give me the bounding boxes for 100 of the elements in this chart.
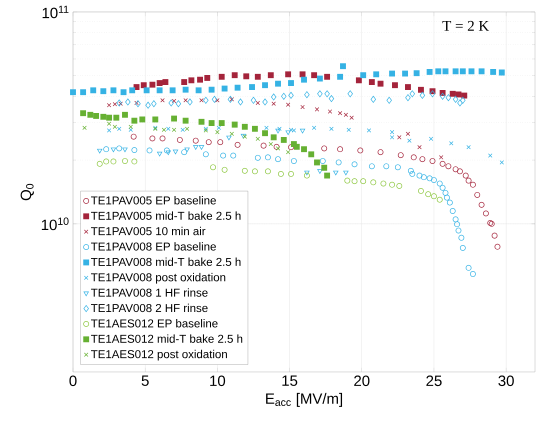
point	[110, 158, 116, 164]
point	[436, 180, 443, 186]
point	[394, 164, 401, 170]
legend-label: TE1PAV005 EP baseline	[91, 196, 216, 204]
point	[264, 168, 271, 174]
point	[300, 104, 305, 110]
point	[333, 170, 338, 176]
point	[182, 86, 189, 93]
point	[146, 148, 152, 154]
point	[366, 128, 372, 133]
point	[198, 118, 204, 125]
point	[390, 130, 394, 134]
point	[120, 89, 126, 96]
point	[180, 128, 185, 132]
point	[217, 139, 224, 146]
point	[260, 142, 267, 149]
point	[96, 160, 103, 167]
point	[151, 100, 157, 108]
point	[349, 116, 354, 120]
point	[461, 92, 468, 99]
y-axis-title: Q$_{0}$	[20, 184, 34, 200]
point	[226, 136, 232, 140]
point	[460, 244, 466, 251]
x-tick-label: 0	[69, 375, 77, 386]
annotation: T = 2 K	[442, 20, 490, 31]
point	[122, 148, 128, 152]
point	[396, 183, 402, 189]
point	[337, 74, 344, 80]
point	[193, 145, 198, 150]
point	[336, 159, 342, 166]
point	[356, 77, 362, 84]
point	[256, 100, 260, 106]
point	[311, 72, 318, 78]
point	[149, 82, 156, 88]
x-tick-label: 25	[426, 375, 442, 386]
point	[492, 232, 498, 239]
point	[93, 113, 100, 119]
point	[139, 116, 146, 122]
point	[149, 136, 156, 142]
point	[370, 96, 376, 103]
point	[128, 128, 133, 132]
point	[199, 98, 204, 102]
point	[252, 168, 258, 174]
point	[383, 163, 390, 170]
point	[210, 164, 216, 170]
x-tick-label: 10	[210, 375, 226, 386]
point	[456, 168, 463, 174]
point	[446, 200, 453, 206]
point	[262, 130, 268, 136]
point	[452, 68, 459, 74]
point	[171, 116, 178, 122]
point	[116, 145, 122, 152]
point	[317, 90, 323, 98]
point	[122, 158, 128, 164]
point	[301, 146, 307, 152]
point	[112, 124, 118, 130]
point	[488, 153, 492, 158]
point	[100, 88, 106, 94]
point	[275, 80, 281, 87]
point	[418, 86, 424, 93]
point	[390, 135, 394, 140]
point	[348, 90, 353, 98]
point	[288, 128, 294, 132]
point	[103, 146, 110, 152]
point	[176, 136, 183, 143]
point	[360, 178, 366, 184]
point	[352, 161, 358, 168]
point	[122, 112, 128, 118]
y-tick-label: 10$^{11}$	[42, 6, 68, 18]
x-tick-label: 5	[142, 375, 149, 386]
point	[215, 130, 220, 134]
point	[440, 92, 446, 100]
legend-label: TE1PAV008 EP baseline	[91, 242, 216, 251]
point	[419, 156, 426, 162]
point	[166, 150, 171, 156]
point	[380, 180, 386, 186]
point	[156, 80, 163, 86]
legend-label: TE1PAV005 10 min air	[91, 226, 206, 236]
point	[110, 87, 116, 94]
point	[80, 110, 86, 116]
point	[410, 154, 417, 160]
legend-label: TE1AES012 post oxidation	[91, 350, 227, 360]
point	[192, 138, 199, 144]
point	[242, 124, 248, 130]
x-tick-label: 30	[498, 375, 514, 386]
point	[242, 168, 248, 174]
point	[440, 184, 446, 191]
point	[357, 148, 364, 154]
point	[445, 163, 452, 170]
point	[216, 126, 222, 130]
point	[314, 159, 320, 166]
point	[170, 87, 176, 94]
point	[182, 118, 189, 124]
point	[275, 128, 281, 134]
point	[160, 98, 165, 102]
legend-label: TE1AES012 mid-T bake 2.5 h	[91, 334, 242, 343]
point	[276, 146, 280, 151]
point	[184, 148, 190, 152]
point	[482, 210, 489, 216]
point	[420, 92, 426, 99]
